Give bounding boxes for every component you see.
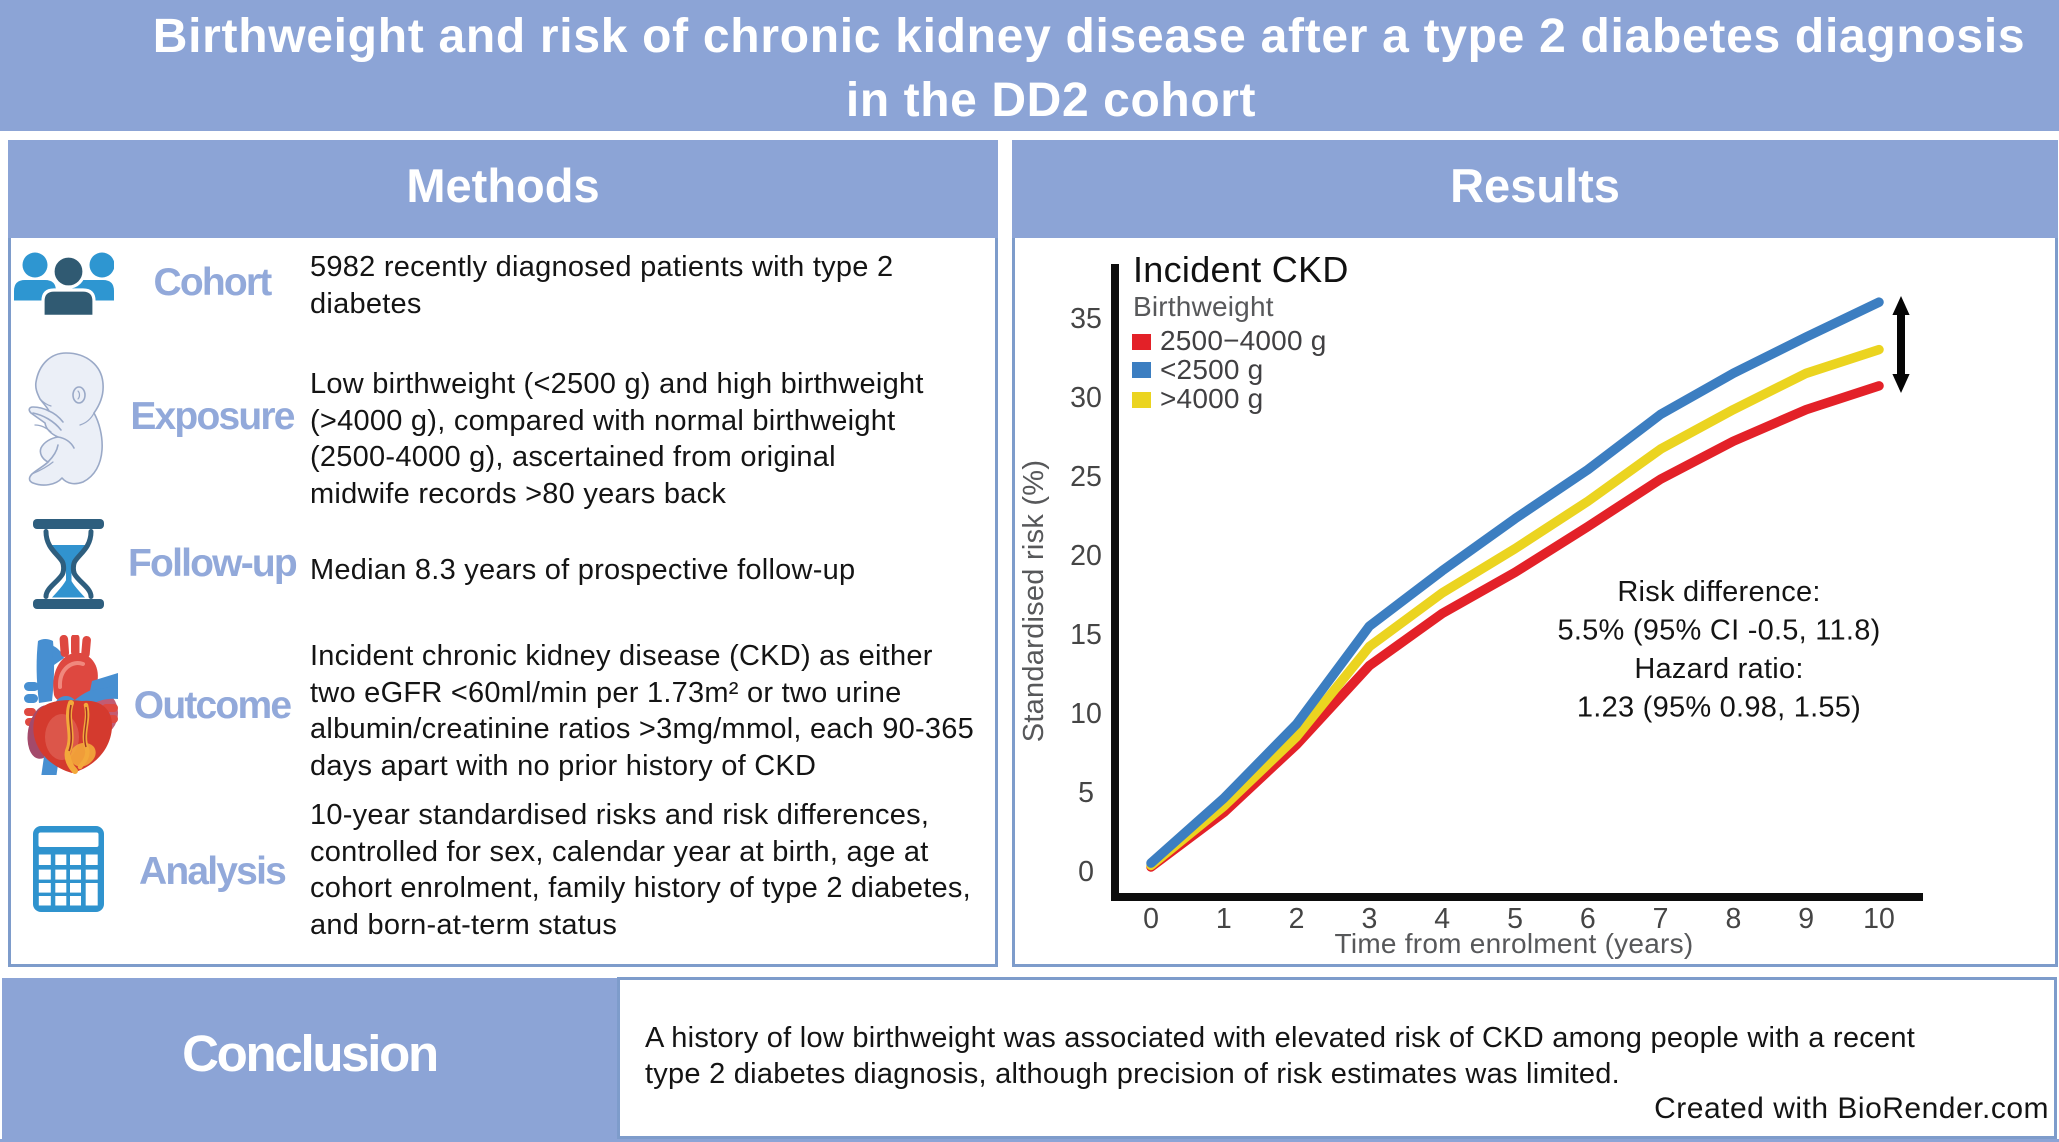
svg-text:10: 10 xyxy=(1863,903,1895,935)
svg-text:5.5% (95% CI -0.5, 11.8): 5.5% (95% CI -0.5, 11.8) xyxy=(1557,615,1880,647)
svg-text:Standardised risk (%): Standardised risk (%) xyxy=(1018,460,1050,742)
svg-text:Incident CKD: Incident CKD xyxy=(1133,249,1349,290)
svg-text:Birthweight: Birthweight xyxy=(1133,291,1274,322)
svg-text:Time from enrolment (years): Time from enrolment (years) xyxy=(1335,928,1694,959)
svg-text:0: 0 xyxy=(1143,903,1159,935)
svg-text:25: 25 xyxy=(1070,461,1102,493)
svg-text:30: 30 xyxy=(1070,382,1102,414)
svg-text:5: 5 xyxy=(1078,777,1094,809)
svg-text:1.23 (95% 0.98, 1.55): 1.23 (95% 0.98, 1.55) xyxy=(1577,692,1861,724)
svg-text:<2500 g: <2500 g xyxy=(1160,354,1263,385)
svg-text:Risk difference:: Risk difference: xyxy=(1617,576,1820,608)
svg-text:1: 1 xyxy=(1216,903,1232,935)
svg-text:15: 15 xyxy=(1070,619,1102,651)
svg-text:2: 2 xyxy=(1289,903,1305,935)
svg-text:5: 5 xyxy=(1507,903,1523,935)
svg-text:8: 8 xyxy=(1725,903,1741,935)
svg-text:9: 9 xyxy=(1798,903,1814,935)
svg-text:4: 4 xyxy=(1434,903,1450,935)
svg-text:35: 35 xyxy=(1070,303,1102,335)
svg-text:Hazard ratio:: Hazard ratio: xyxy=(1634,653,1803,685)
svg-text:2500−4000 g: 2500−4000 g xyxy=(1160,325,1326,356)
svg-text:0: 0 xyxy=(1078,856,1094,888)
svg-text:20: 20 xyxy=(1070,540,1102,572)
svg-text:6: 6 xyxy=(1580,903,1596,935)
svg-text:>4000 g: >4000 g xyxy=(1160,383,1263,414)
svg-text:10: 10 xyxy=(1070,698,1102,730)
svg-text:3: 3 xyxy=(1361,903,1377,935)
svg-text:7: 7 xyxy=(1653,903,1669,935)
